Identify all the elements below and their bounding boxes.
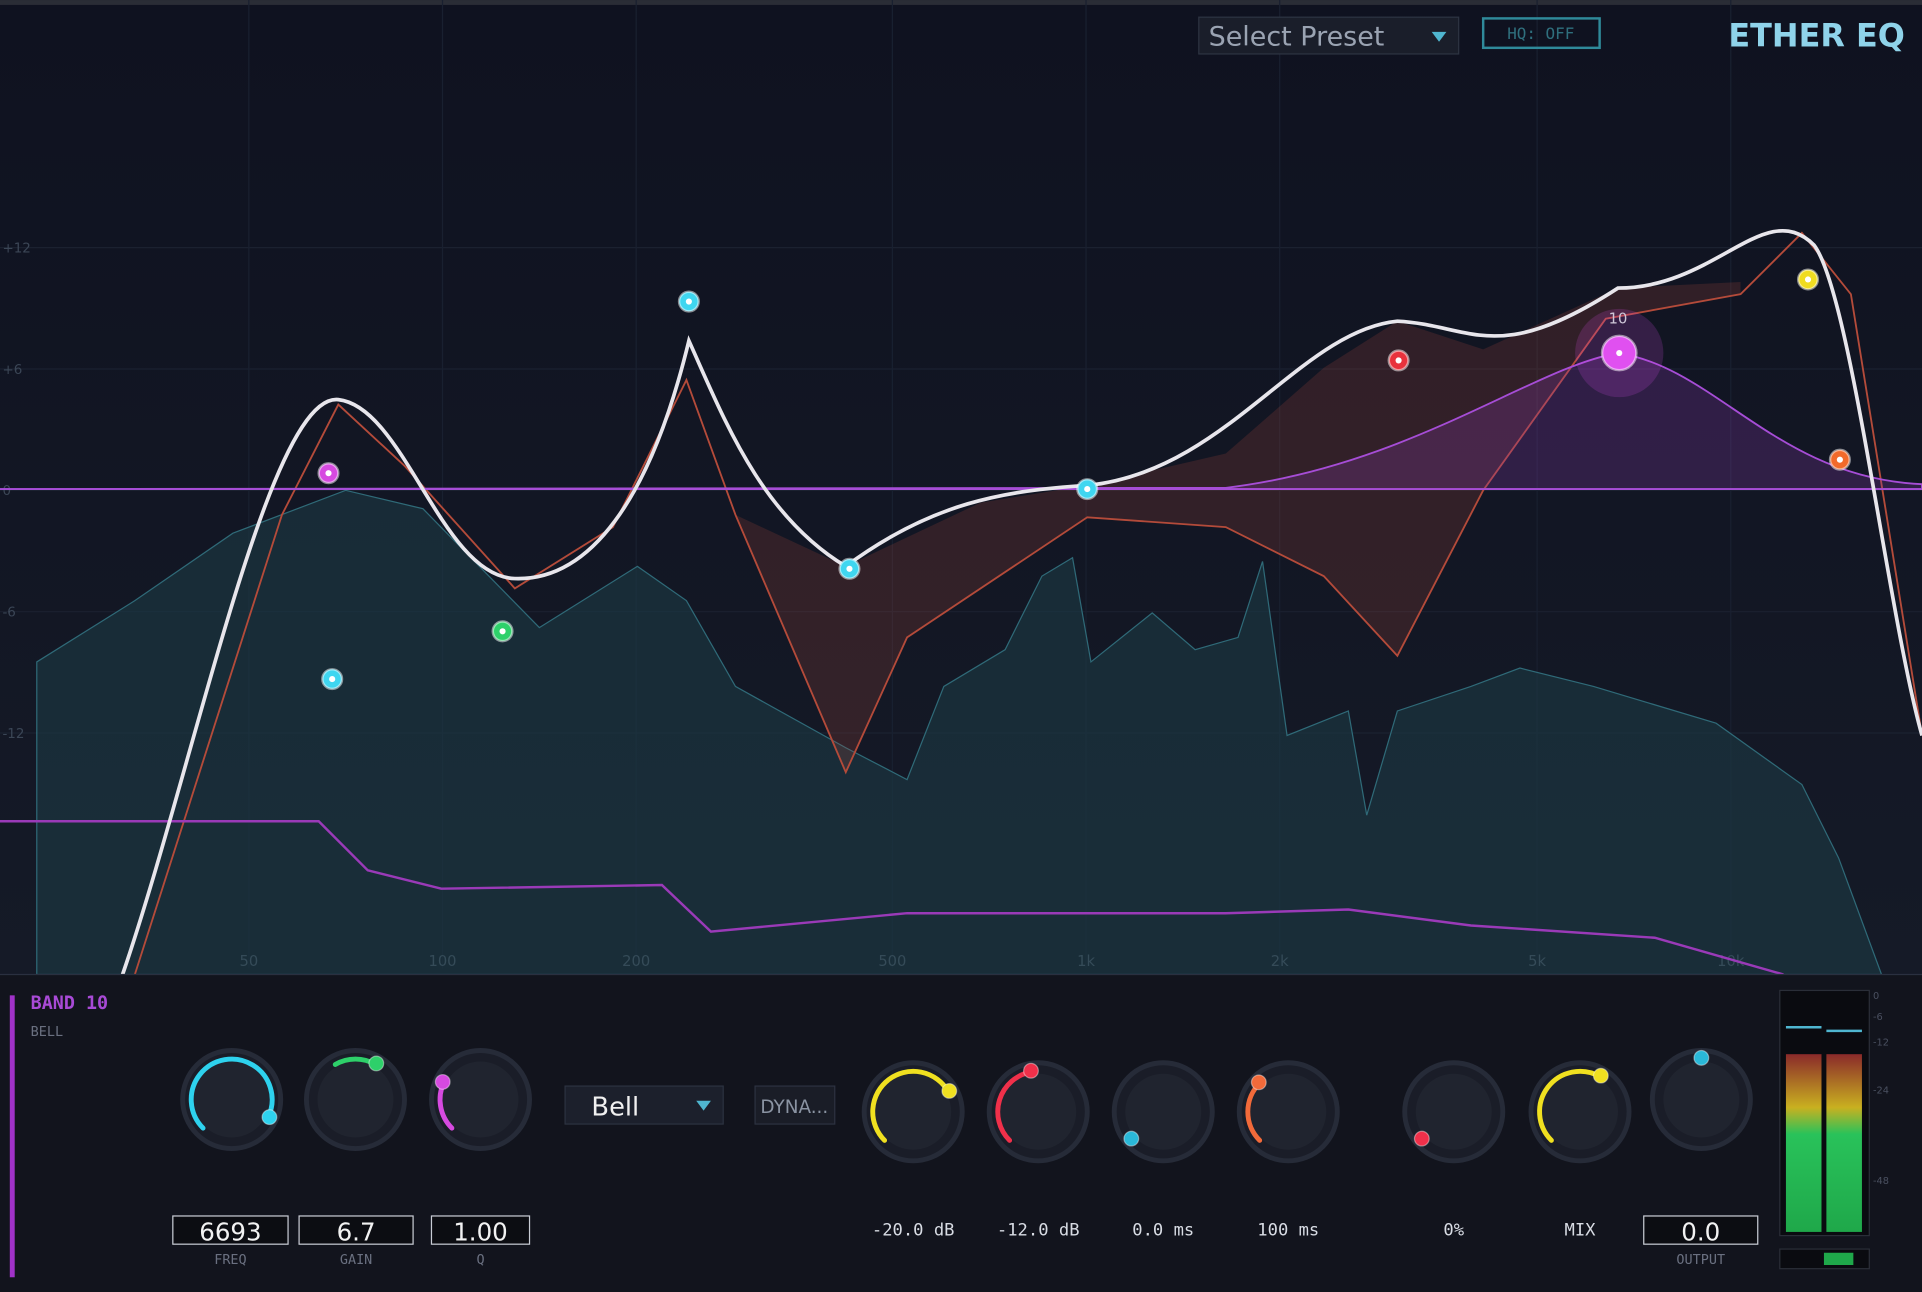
nodes xyxy=(317,268,1851,691)
knob-face xyxy=(317,1061,394,1138)
knob-face xyxy=(193,1061,270,1138)
knob-face xyxy=(1542,1073,1619,1150)
knob-arc xyxy=(995,1069,1034,1143)
meter-scale: -24 xyxy=(1873,1085,1889,1096)
meter-scale: 0 xyxy=(1873,991,1879,1002)
dynamic-value: -20.0 dB xyxy=(872,1221,955,1241)
dynamic-value: 100 ms xyxy=(1257,1221,1319,1241)
value-text: 0.0 xyxy=(1681,1217,1720,1246)
node-dot xyxy=(685,298,692,305)
meter-scale: -6 xyxy=(1873,1012,1883,1023)
knob-face xyxy=(875,1073,952,1150)
plugin-title: ETHER EQ xyxy=(1728,17,1904,55)
node-dot xyxy=(499,628,506,635)
knob-arc xyxy=(1537,1068,1603,1143)
node-dot xyxy=(325,470,332,477)
preset-dropdown[interactable] xyxy=(1198,16,1460,55)
band-name: BAND 10 xyxy=(31,993,108,1014)
dynamic-button[interactable] xyxy=(754,1085,836,1125)
meter-scale: -12 xyxy=(1873,1038,1889,1049)
knob-handle xyxy=(1023,1062,1039,1079)
dropdown-arrow xyxy=(696,1100,711,1111)
filter-dropdown[interactable] xyxy=(564,1085,724,1125)
spectrum xyxy=(36,489,1883,976)
dynamic-value: 0.0 ms xyxy=(1132,1221,1194,1241)
meter-scale: -48 xyxy=(1873,1176,1889,1187)
band-indicator xyxy=(9,995,15,1278)
value-boxes: 6693 FREQ 6.7 GAIN 1.00 Q 0.0 OUTPUT -20.0 dB -12… xyxy=(172,1215,1759,1268)
knob-arc xyxy=(870,1068,951,1143)
value-text: 1.00 xyxy=(453,1217,508,1246)
node-dot xyxy=(1395,357,1402,364)
gain-label: 0 xyxy=(2,483,11,499)
level-meter: 0 -6 -12 -24 -48 xyxy=(1779,989,1889,1270)
knobs xyxy=(180,1048,1753,1164)
top-edge xyxy=(0,0,1922,5)
value-box[interactable] xyxy=(430,1215,531,1245)
knob-arc xyxy=(188,1056,275,1131)
hq-text: HQ: OFF xyxy=(1507,24,1574,43)
hq-button[interactable] xyxy=(1481,17,1601,50)
node-dot xyxy=(1804,276,1812,283)
gain-label: +6 xyxy=(2,362,22,378)
phase-curve xyxy=(0,820,1784,976)
knob-face xyxy=(1000,1073,1077,1150)
dynamic-text: DYNA... xyxy=(760,1097,828,1118)
value-box[interactable] xyxy=(298,1215,414,1245)
node-dot xyxy=(329,676,336,683)
eq-curve xyxy=(120,229,1922,976)
dynamic-value: -12.0 dB xyxy=(997,1221,1080,1241)
dynamic-value: MIX xyxy=(1565,1221,1597,1241)
knob-face xyxy=(1125,1073,1202,1150)
gain-label: -12 xyxy=(2,726,24,742)
value-label: OUTPUT xyxy=(1676,1252,1725,1268)
filter-type: Bell xyxy=(591,1092,639,1122)
knob-handle xyxy=(434,1073,451,1090)
value-text: 6.7 xyxy=(337,1217,376,1246)
knob-face xyxy=(1415,1073,1492,1150)
node-dot xyxy=(1616,349,1623,357)
value-label: Q xyxy=(476,1252,484,1268)
knob-face xyxy=(1663,1061,1740,1138)
gain-label: -6 xyxy=(2,605,15,621)
node-dot xyxy=(846,565,853,572)
value-box[interactable] xyxy=(1643,1215,1759,1245)
gain-label: +12 xyxy=(2,241,30,257)
knob-face xyxy=(1250,1073,1327,1150)
dynamic-value: 0% xyxy=(1443,1221,1464,1241)
knob-handle xyxy=(1693,1049,1710,1066)
knob-handle xyxy=(368,1055,385,1072)
knob-handle xyxy=(941,1082,958,1099)
knob-handle xyxy=(261,1109,278,1126)
band-shape: BELL xyxy=(31,1024,63,1040)
dropdown-arrow xyxy=(1431,31,1447,42)
value-box[interactable] xyxy=(172,1215,289,1245)
value-text: 6693 xyxy=(199,1217,261,1246)
value-label: FREQ xyxy=(214,1252,246,1268)
knob-handle xyxy=(1592,1067,1609,1084)
node-label: 10 xyxy=(1609,311,1628,328)
value-label: GAIN xyxy=(340,1252,372,1268)
knob-face xyxy=(442,1061,519,1138)
node-dot xyxy=(1084,486,1091,493)
preset-text: Select Preset xyxy=(1209,21,1385,52)
knob-handle xyxy=(1123,1130,1140,1147)
knob-handle xyxy=(1413,1130,1430,1147)
node-dot xyxy=(1836,456,1843,463)
knob-handle xyxy=(1250,1074,1267,1091)
